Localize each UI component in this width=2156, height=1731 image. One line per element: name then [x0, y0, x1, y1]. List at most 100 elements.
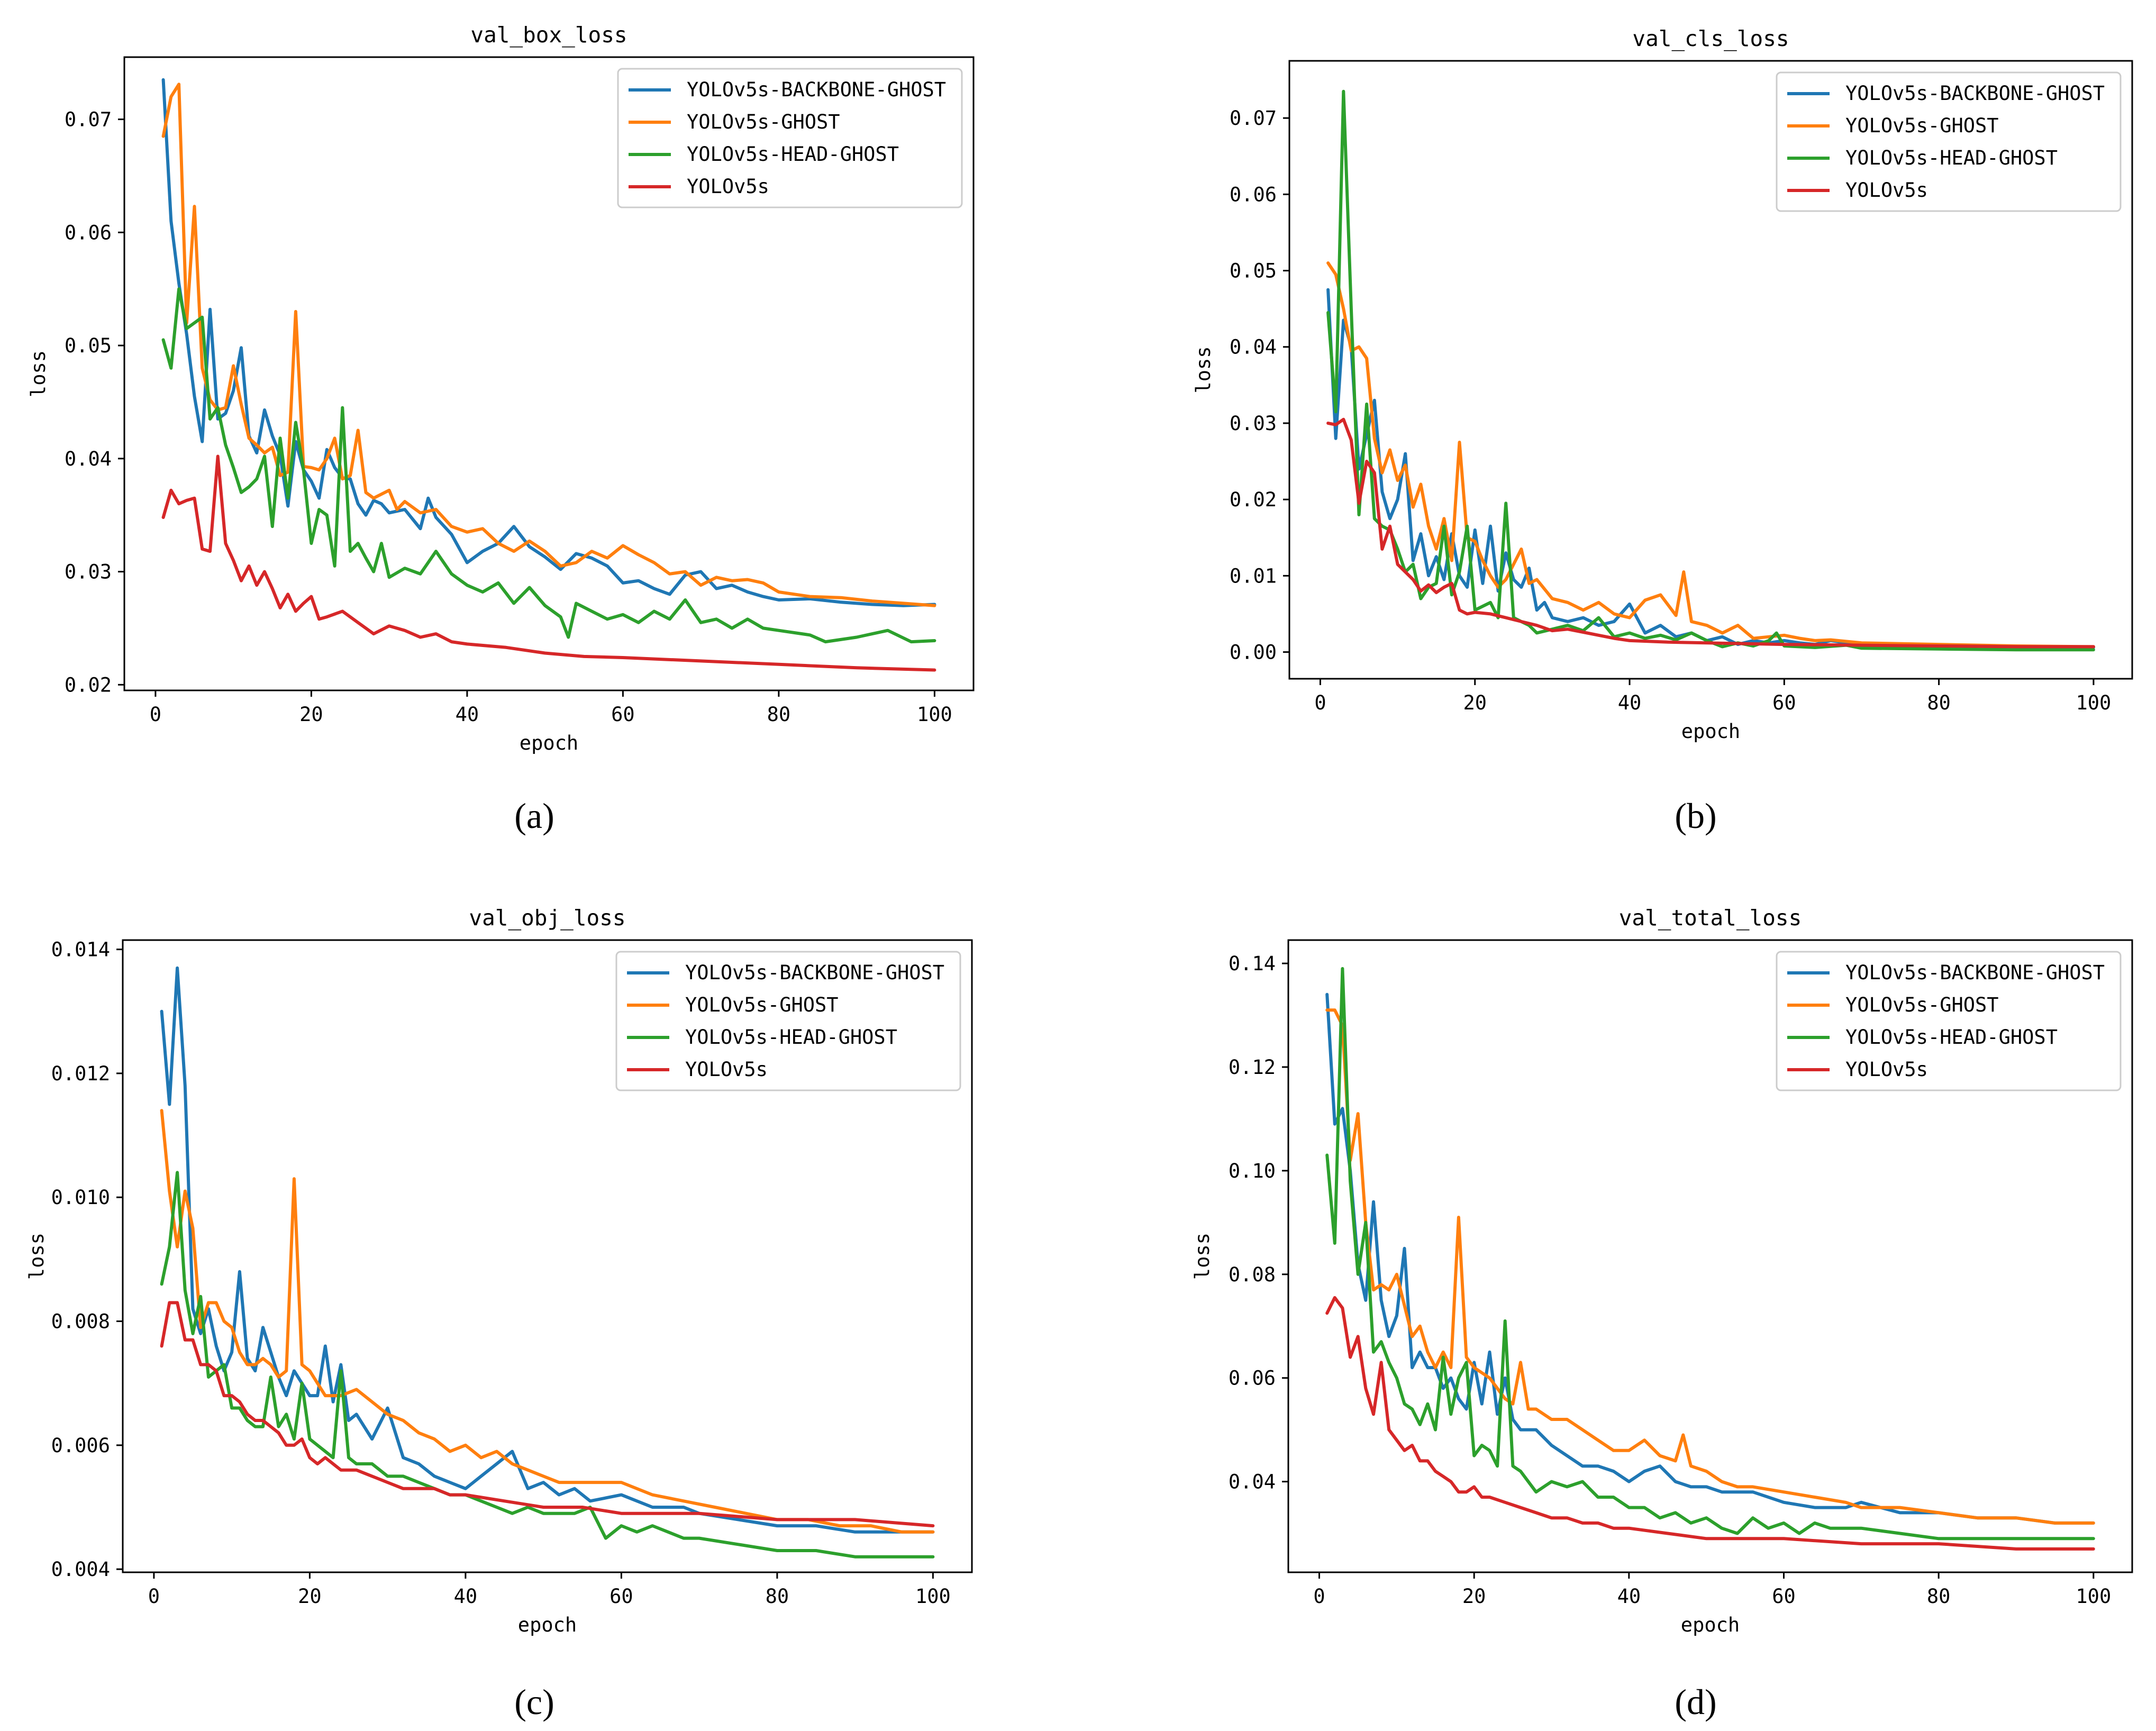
y-axis-label: loss — [1192, 346, 1215, 393]
y-tick-label: 0.03 — [65, 561, 112, 584]
legend-label: YOLOv5s-BACKBONE-GHOST — [685, 961, 944, 984]
chart-panel-c: val_obj_loss 0 20 40 60 80 100 0.004 0.006 0.008 0… — [25, 905, 973, 1722]
x-tick-label: 80 — [766, 1585, 789, 1608]
plot-frame — [123, 56, 975, 691]
series-line-yolov5s-ghost — [161, 83, 936, 607]
series-line-yolov5s-backbone-ghost — [160, 966, 935, 1534]
x-tick-label: 0 — [148, 1585, 160, 1608]
legend-label: YOLOv5s-BACKBONE-GHOST — [1845, 961, 2105, 984]
x-tick-label: 40 — [456, 703, 479, 726]
y-axis-label: loss — [27, 350, 50, 397]
plot-frame — [1287, 939, 2133, 1573]
legend-label: YOLOv5s-HEAD-GHOST — [1845, 147, 2058, 169]
legend-label: YOLOv5s-GHOST — [1845, 114, 1999, 137]
legend-box — [615, 951, 961, 1091]
legend-label: YOLOv5s-BACKBONE-GHOST — [687, 78, 946, 101]
x-tick-label: 60 — [611, 703, 635, 726]
y-tick-label: 0.01 — [1230, 564, 1277, 587]
y-tick-label: 0.04 — [1229, 1471, 1276, 1493]
legend-label: YOLOv5s — [685, 1058, 768, 1081]
legend: YOLOv5s-BACKBONE-GHOST YOLOv5s-GHOST YOLOv… — [1776, 71, 2122, 212]
legend: YOLOv5s-BACKBONE-GHOST YOLOv5s-GHOST YOLOv… — [615, 951, 961, 1091]
x-tick-label: 20 — [299, 703, 323, 726]
y-tick-label: 0.07 — [1230, 107, 1277, 130]
series-line-yolov5s-head-ghost — [1325, 967, 2095, 1541]
legend-label: YOLOv5s-HEAD-GHOST — [1845, 1026, 2058, 1049]
x-tick-label: 0 — [150, 703, 161, 726]
x-axis-label: epoch — [1681, 720, 1740, 743]
legend-label: YOLOv5s-BACKBONE-GHOST — [1845, 82, 2105, 105]
y-tick-label: 0.004 — [51, 1558, 110, 1581]
series-line-yolov5s — [161, 454, 936, 672]
plot-frame — [1288, 60, 2133, 680]
y-tick-label: 0.02 — [65, 673, 112, 696]
x-tick-label: 20 — [298, 1585, 322, 1608]
chart-panel-a: val_box_loss 0 20 40 60 80 100 0.02 0.03 0.04 0.05… — [27, 22, 975, 836]
series-group — [1326, 89, 2095, 652]
y-axis-label: loss — [25, 1233, 48, 1280]
x-axis-label: epoch — [1681, 1614, 1740, 1636]
legend-box — [617, 68, 963, 208]
y-tick-label: 0.008 — [51, 1310, 110, 1333]
x-axis-label: epoch — [520, 732, 578, 754]
x-tick-label: 0 — [1314, 691, 1326, 714]
x-tick-label: 80 — [1927, 691, 1951, 714]
legend-label: YOLOv5s-HEAD-GHOST — [687, 143, 899, 166]
series-line-yolov5s-backbone-ghost — [1326, 288, 2095, 649]
series-group — [160, 966, 935, 1559]
series-group — [161, 78, 936, 672]
x-tick-label: 40 — [1617, 1585, 1641, 1608]
series-line-yolov5s-ghost — [160, 1109, 935, 1534]
panel-caption: (a) — [514, 796, 554, 836]
x-tick-label: 80 — [767, 703, 791, 726]
x-tick-label: 60 — [1772, 1585, 1796, 1608]
series-line-yolov5s-ghost — [1326, 261, 2095, 649]
chart-title: val_box_loss — [470, 22, 627, 48]
chart-panel-b: val_cls_loss 0 20 40 60 80 100 0.00 0.01 0.02 0.03… — [1192, 26, 2133, 836]
legend-label: YOLOv5s-GHOST — [1845, 994, 1999, 1016]
y-tick-label: 0.03 — [1230, 412, 1277, 435]
y-tick-label: 0.12 — [1229, 1056, 1276, 1079]
y-tick-label: 0.08 — [1229, 1263, 1276, 1286]
y-tick-label: 0.05 — [65, 334, 112, 357]
y-tick-label: 0.05 — [1230, 260, 1277, 283]
y-tick-label: 0.04 — [1230, 336, 1277, 359]
y-tick-label: 0.012 — [51, 1062, 110, 1085]
plot-frame — [122, 939, 973, 1573]
legend-label: YOLOv5s-HEAD-GHOST — [685, 1026, 897, 1049]
x-tick-label: 80 — [1927, 1585, 1951, 1608]
chart-panel-d: val_total_loss 0 20 40 60 80 100 0.04 0.06 0.08 0.… — [1191, 905, 2133, 1722]
series-line-yolov5s-backbone-ghost — [1325, 992, 2095, 1525]
legend-box — [1776, 951, 2122, 1091]
y-tick-label: 0.04 — [65, 448, 112, 470]
x-tick-label: 20 — [1463, 691, 1487, 714]
y-tick-label: 0.07 — [65, 108, 112, 131]
y-axis-label: loss — [1191, 1233, 1214, 1280]
legend-label: YOLOv5s-GHOST — [687, 111, 840, 133]
x-tick-label: 20 — [1462, 1585, 1486, 1608]
y-tick-label: 0.00 — [1230, 641, 1277, 664]
legend-label: YOLOv5s — [687, 175, 769, 198]
y-tick-label: 0.10 — [1229, 1160, 1276, 1182]
x-tick-label: 40 — [454, 1585, 478, 1608]
chart-title: val_total_loss — [1619, 905, 1802, 931]
y-tick-label: 0.014 — [51, 939, 110, 961]
series-line-yolov5s-backbone-ghost — [161, 78, 936, 607]
y-tick-label: 0.14 — [1229, 952, 1276, 975]
panel-caption: (c) — [514, 1682, 554, 1722]
chart-title: val_obj_loss — [469, 905, 625, 931]
y-tick-label: 0.06 — [1230, 183, 1277, 206]
series-line-yolov5s — [1325, 1296, 2095, 1551]
legend: YOLOv5s-BACKBONE-GHOST YOLOv5s-GHOST YOLOv… — [617, 68, 963, 208]
legend-box — [1776, 71, 2122, 212]
x-tick-label: 100 — [2076, 1585, 2111, 1608]
series-line-yolov5s-head-ghost — [161, 287, 936, 644]
x-tick-label: 0 — [1313, 1585, 1325, 1608]
legend-label: YOLOv5s-GHOST — [685, 994, 839, 1016]
x-tick-label: 100 — [915, 1585, 951, 1608]
y-tick-label: 0.010 — [51, 1186, 110, 1209]
x-tick-label: 60 — [609, 1585, 633, 1608]
x-tick-label: 100 — [917, 703, 952, 726]
panel-caption: (d) — [1675, 1682, 1716, 1722]
